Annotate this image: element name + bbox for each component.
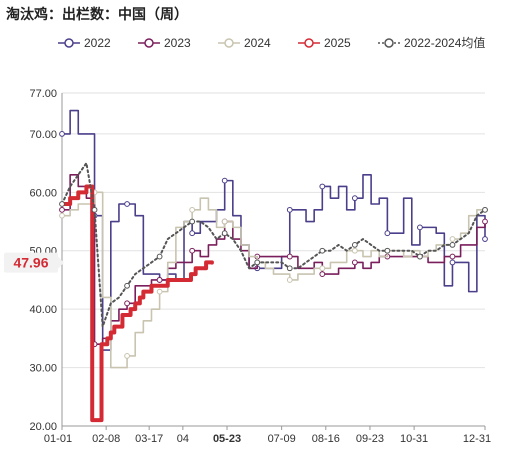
data-point-2024	[124, 352, 130, 359]
data-point-2023	[351, 259, 358, 266]
x-tick-label: 07-09	[268, 433, 296, 445]
legend-label-2023: 2023	[164, 36, 191, 50]
y-tick-label: 77.00	[29, 88, 57, 100]
data-point-2023	[482, 218, 488, 225]
x-tick-label: 10-31	[400, 433, 428, 445]
x-tick-label: 04	[177, 433, 189, 445]
data-point-2024	[156, 288, 163, 295]
data-point-avg	[221, 230, 228, 237]
data-point-avg	[59, 201, 65, 207]
data-point-2023	[449, 253, 456, 260]
data-point-2024	[286, 277, 293, 283]
x-tick-label: 02-08	[92, 433, 120, 445]
data-point-2022	[124, 201, 130, 207]
last-value-callout: 47.96	[4, 252, 64, 273]
callout-box	[4, 252, 58, 273]
data-point-2023	[286, 253, 293, 260]
data-point-2022	[59, 130, 65, 137]
data-point-2023	[319, 271, 326, 278]
data-point-2023	[156, 277, 163, 283]
chart-title: 淘汰鸡：出栏数：中国（周）	[6, 6, 188, 22]
y-tick-label: 40.00	[29, 304, 57, 316]
x-tick-label: 12-31	[463, 433, 491, 445]
x-tick-label-highlight: 05-23	[213, 433, 241, 445]
legend-marker-2024	[224, 38, 234, 48]
data-point-avg	[91, 206, 98, 213]
legend-label-2024: 2024	[244, 36, 271, 50]
data-point-2022	[417, 224, 423, 231]
callout-arrow	[58, 256, 64, 269]
data-point-avg	[254, 259, 261, 266]
data-point-avg	[189, 218, 196, 225]
legend-marker-2022	[64, 38, 74, 48]
series-line-avg	[61, 162, 486, 328]
series-layer	[59, 109, 488, 423]
y-tick-label: 20.00	[29, 421, 57, 433]
data-point-avg	[286, 265, 293, 272]
series-line-2025	[60, 184, 214, 423]
legend-label-2022: 2022	[84, 36, 111, 50]
data-point-2024	[221, 218, 228, 225]
y-tick-label: 30.00	[29, 363, 57, 375]
data-point-2024	[351, 247, 358, 254]
legend: 2022 2023 2024 2025 2022-2024均值	[58, 35, 485, 50]
data-point-2022	[384, 230, 391, 237]
data-point-2024	[189, 206, 196, 213]
data-point-avg	[384, 247, 391, 254]
data-point-2024	[319, 265, 326, 272]
data-point-2022	[351, 195, 358, 202]
data-point-2024	[59, 212, 65, 219]
data-point-2022	[221, 177, 228, 184]
data-point-avg	[124, 282, 130, 289]
data-point-avg	[351, 241, 358, 248]
x-tick-label: 09-23	[356, 433, 384, 445]
x-tick-label: 01-01	[44, 433, 72, 445]
data-point-2022	[449, 259, 456, 266]
data-point-2023	[189, 247, 196, 254]
x-tick-label: 03-17	[135, 433, 163, 445]
callout-value: 47.96	[13, 255, 48, 271]
x-tick-label: 08-16	[312, 433, 340, 445]
grid	[62, 92, 485, 427]
data-point-avg	[482, 206, 488, 213]
series-line-2024	[61, 191, 486, 369]
data-point-2024	[449, 236, 456, 242]
legend-marker-2025	[304, 38, 314, 48]
x-axis: 01-01 02-08 03-17 04 05-23 07-09 08-16 09-23 10-…	[44, 425, 491, 445]
data-point-2023	[59, 206, 65, 213]
data-point-2022	[482, 236, 488, 242]
data-point-avg	[449, 241, 456, 248]
data-point-2022	[319, 183, 326, 190]
legend-label-avg: 2022-2024均值	[404, 35, 485, 50]
data-point-2022	[189, 230, 196, 237]
legend-marker-avg	[384, 38, 394, 48]
data-point-avg	[156, 253, 163, 260]
data-point-2022	[286, 206, 293, 213]
y-tick-label: 70.00	[29, 129, 57, 141]
data-point-avg	[417, 253, 423, 260]
data-point-avg	[319, 247, 326, 254]
y-tick-label: 60.00	[29, 187, 57, 199]
data-point-2023	[124, 300, 130, 307]
legend-marker-2023	[144, 38, 154, 48]
legend-label-2025: 2025	[324, 36, 351, 50]
series-line-2023	[61, 173, 486, 346]
